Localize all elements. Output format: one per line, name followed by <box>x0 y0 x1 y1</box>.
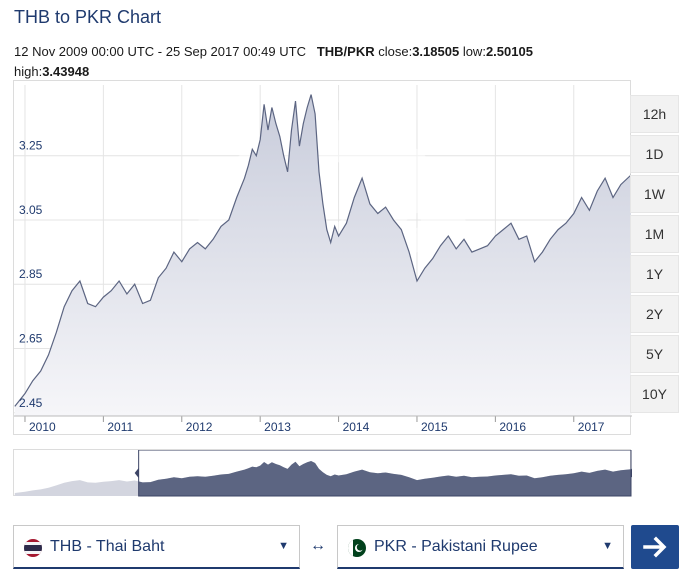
pakistan-flag-icon <box>348 539 366 557</box>
high-label: high: <box>14 64 43 79</box>
to-currency-select[interactable]: PKR - Pakistani Rupee ▼ <box>337 525 624 569</box>
y-tick-label: 3.05 <box>19 203 43 217</box>
chevron-down-icon: ▼ <box>278 540 289 552</box>
y-tick-label: 2.65 <box>19 332 43 346</box>
chart-summary: 12 Nov 2009 00:00 UTC - 25 Sep 2017 00:4… <box>14 42 654 82</box>
x-tick-label: 2011 <box>107 420 133 434</box>
range-button-1w[interactable]: 1W <box>630 175 679 213</box>
from-currency-select[interactable]: THB - Thai Baht ▼ <box>13 525 300 569</box>
range-button-2y[interactable]: 2Y <box>630 295 679 333</box>
range-button-1y[interactable]: 1Y <box>630 255 679 293</box>
chevron-down-icon: ▼ <box>602 540 613 552</box>
y-tick-label: 3.25 <box>19 139 43 153</box>
swap-currencies-button[interactable]: ↔ <box>310 537 326 554</box>
x-tick-label: 2014 <box>343 420 370 434</box>
chart-title: THB to PKR Chart <box>14 7 162 27</box>
navigator-selected-area <box>138 461 631 496</box>
arrow-right-icon <box>643 536 667 558</box>
convert-go-button[interactable] <box>631 525 679 569</box>
y-tick-label: 2.45 <box>19 396 43 410</box>
y-tick-label: 2.85 <box>19 267 43 281</box>
x-tick-label: 2012 <box>186 420 213 434</box>
range-selector: 12h 1D 1W 1M 1Y 2Y 5Y 10Y <box>630 95 679 415</box>
range-navigator[interactable] <box>13 449 632 497</box>
from-currency-label: THB - Thai Baht <box>50 538 165 555</box>
thailand-flag-icon <box>24 539 42 557</box>
high-value: 3.43948 <box>42 64 90 79</box>
date-range: 12 Nov 2009 00:00 UTC - 25 Sep 2017 00:4… <box>14 44 306 59</box>
close-value: 3.18505 <box>412 44 460 59</box>
low-value: 2.50105 <box>485 44 533 59</box>
series-area <box>14 94 632 416</box>
range-button-5y[interactable]: 5Y <box>630 335 679 373</box>
x-tick-label: 2016 <box>499 420 526 434</box>
rate-chart[interactable]: xe 2.452.652.853.053.25 2010201120122013… <box>13 80 632 435</box>
series-line <box>14 94 632 407</box>
navigator-left-handle[interactable] <box>134 468 139 478</box>
low-label: low: <box>462 44 486 59</box>
x-tick-label: 2013 <box>264 420 291 434</box>
range-button-10y[interactable]: 10Y <box>630 375 679 413</box>
range-button-1d[interactable]: 1D <box>630 135 679 173</box>
range-button-1m[interactable]: 1M <box>630 215 679 253</box>
to-currency-label: PKR - Pakistani Rupee <box>374 538 538 555</box>
navigator-right-handle[interactable] <box>631 468 632 478</box>
close-label: close: <box>378 44 413 59</box>
currency-pair: THB/PKR <box>316 44 375 59</box>
x-tick-label: 2017 <box>578 420 605 434</box>
x-tick-label: 2010 <box>29 420 56 434</box>
rate-chart-svg: xe 2.452.652.853.053.25 2010201120122013… <box>14 85 632 434</box>
x-tick-label: 2015 <box>421 420 448 434</box>
navigator-svg <box>14 450 632 497</box>
range-button-12h[interactable]: 12h <box>630 95 679 133</box>
